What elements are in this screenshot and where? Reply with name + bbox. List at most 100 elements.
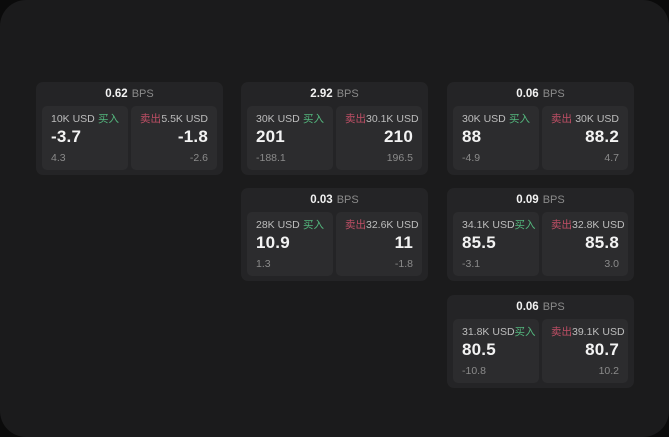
- buy-amount: 10K USD: [51, 113, 95, 125]
- sell-label: 卖出: [551, 113, 572, 125]
- buy-label: 买入: [303, 219, 324, 231]
- sell-price: 85.8: [585, 233, 619, 252]
- buy-tile-top: 30K USD 买入: [256, 113, 324, 125]
- buy-amount: 31.8K USD: [462, 326, 515, 338]
- sell-price: 88.2: [585, 127, 619, 146]
- sell-amount: 5.5K USD: [161, 113, 208, 125]
- sell-change: 3.0: [604, 258, 619, 270]
- sell-price: 80.7: [585, 340, 619, 359]
- sell-tile-top: 卖出 39.1K USD: [551, 326, 625, 338]
- card-header: 0.06 BPS: [447, 295, 634, 319]
- buy-quote-tile[interactable]: 34.1K USD 买入 85.5 -3.1: [453, 212, 539, 276]
- sell-amount: 32.6K USD: [366, 219, 419, 231]
- bps-value: 0.06: [516, 88, 539, 100]
- bps-value: 2.92: [310, 88, 333, 100]
- quote-card: 0.62 BPS 10K USD 买入 -3.7 4.3 卖出 5.5K USD…: [36, 82, 223, 175]
- quote-card: 0.06 BPS 31.8K USD 买入 80.5 -10.8 卖出 39.1…: [447, 295, 634, 388]
- sell-quote-tile[interactable]: 卖出 32.8K USD 85.8 3.0: [542, 212, 628, 276]
- bps-unit-label: BPS: [131, 88, 154, 100]
- sell-label: 卖出: [345, 219, 366, 231]
- quote-card: 2.92 BPS 30K USD 买入 201 -188.1 卖出 30.1K …: [241, 82, 428, 175]
- buy-price: 80.5: [462, 340, 496, 359]
- sell-quote-tile[interactable]: 卖出 32.6K USD 11 -1.8: [336, 212, 422, 276]
- buy-amount: 30K USD: [256, 113, 300, 125]
- buy-label: 买入: [98, 113, 119, 125]
- bps-value: 0.62: [105, 88, 128, 100]
- buy-tile-top: 34.1K USD 买入: [462, 219, 536, 231]
- buy-quote-tile[interactable]: 28K USD 买入 10.9 1.3: [247, 212, 333, 276]
- buy-change: -3.1: [462, 258, 481, 270]
- quote-card: 0.03 BPS 28K USD 买入 10.9 1.3 卖出 32.6K US…: [241, 188, 428, 281]
- bps-unit-label: BPS: [336, 194, 359, 206]
- buy-price: -3.7: [51, 127, 82, 146]
- buy-quote-tile[interactable]: 30K USD 买入 88 -4.9: [453, 106, 539, 170]
- sell-price: 210: [384, 127, 413, 146]
- buy-change: -188.1: [256, 152, 286, 164]
- bps-value: 0.03: [310, 194, 333, 206]
- card-body: 34.1K USD 买入 85.5 -3.1 卖出 32.8K USD 85.8…: [447, 212, 634, 276]
- card-body: 10K USD 买入 -3.7 4.3 卖出 5.5K USD -1.8 -2.…: [36, 106, 223, 170]
- sell-tile-top: 卖出 32.6K USD: [345, 219, 419, 231]
- buy-tile-top: 10K USD 买入: [51, 113, 119, 125]
- buy-label: 买入: [514, 326, 536, 338]
- sell-tile-top: 卖出 5.5K USD: [140, 113, 208, 125]
- sell-change: -1.8: [394, 258, 413, 270]
- sell-label: 卖出: [345, 113, 366, 125]
- sell-price: -1.8: [177, 127, 208, 146]
- buy-tile-top: 28K USD 买入: [256, 219, 324, 231]
- buy-amount: 34.1K USD: [462, 219, 515, 231]
- buy-change: 4.3: [51, 152, 66, 164]
- sell-change: 10.2: [598, 365, 619, 377]
- buy-price: 85.5: [462, 233, 496, 252]
- buy-change: -4.9: [462, 152, 481, 164]
- sell-amount: 30.1K USD: [366, 113, 419, 125]
- bps-unit-label: BPS: [542, 194, 565, 206]
- quote-card: 0.09 BPS 34.1K USD 买入 85.5 -3.1 卖出 32.8K…: [447, 188, 634, 281]
- sell-tile-top: 卖出 30K USD: [551, 113, 619, 125]
- bps-value: 0.09: [516, 194, 539, 206]
- buy-quote-tile[interactable]: 30K USD 买入 201 -188.1: [247, 106, 333, 170]
- buy-amount: 28K USD: [256, 219, 300, 231]
- sell-change: -2.6: [189, 152, 208, 164]
- buy-amount: 30K USD: [462, 113, 506, 125]
- card-header: 0.62 BPS: [36, 82, 223, 106]
- sell-tile-top: 卖出 30.1K USD: [345, 113, 419, 125]
- card-body: 30K USD 买入 201 -188.1 卖出 30.1K USD 210 1…: [241, 106, 428, 170]
- buy-price: 88: [462, 127, 482, 146]
- sell-price: 11: [394, 233, 413, 252]
- bps-unit-label: BPS: [336, 88, 359, 100]
- bps-unit-label: BPS: [542, 301, 565, 313]
- sell-amount: 32.8K USD: [572, 219, 625, 231]
- card-header: 0.09 BPS: [447, 188, 634, 212]
- buy-quote-tile[interactable]: 10K USD 买入 -3.7 4.3: [42, 106, 128, 170]
- card-header: 2.92 BPS: [241, 82, 428, 106]
- bps-unit-label: BPS: [542, 88, 565, 100]
- buy-tile-top: 31.8K USD 买入: [462, 326, 536, 338]
- sell-quote-tile[interactable]: 卖出 5.5K USD -1.8 -2.6: [131, 106, 217, 170]
- buy-price: 10.9: [256, 233, 290, 252]
- sell-quote-tile[interactable]: 卖出 39.1K USD 80.7 10.2: [542, 319, 628, 383]
- buy-label: 买入: [509, 113, 530, 125]
- buy-change: 1.3: [256, 258, 271, 270]
- card-body: 28K USD 买入 10.9 1.3 卖出 32.6K USD 11 -1.8: [241, 212, 428, 276]
- bps-value: 0.06: [516, 301, 539, 313]
- buy-price: 201: [256, 127, 285, 146]
- sell-label: 卖出: [140, 113, 161, 125]
- sell-tile-top: 卖出 32.8K USD: [551, 219, 625, 231]
- buy-quote-tile[interactable]: 31.8K USD 买入 80.5 -10.8: [453, 319, 539, 383]
- buy-tile-top: 30K USD 买入: [462, 113, 530, 125]
- card-body: 31.8K USD 买入 80.5 -10.8 卖出 39.1K USD 80.…: [447, 319, 634, 383]
- sell-quote-tile[interactable]: 卖出 30.1K USD 210 196.5: [336, 106, 422, 170]
- card-body: 30K USD 买入 88 -4.9 卖出 30K USD 88.2 4.7: [447, 106, 634, 170]
- sell-change: 196.5: [386, 152, 413, 164]
- buy-change: -10.8: [462, 365, 486, 377]
- buy-label: 买入: [514, 219, 536, 231]
- card-header: 0.06 BPS: [447, 82, 634, 106]
- sell-quote-tile[interactable]: 卖出 30K USD 88.2 4.7: [542, 106, 628, 170]
- sell-change: 4.7: [604, 152, 619, 164]
- card-header: 0.03 BPS: [241, 188, 428, 212]
- sell-amount: 39.1K USD: [572, 326, 625, 338]
- buy-label: 买入: [303, 113, 324, 125]
- sell-amount: 30K USD: [575, 113, 619, 125]
